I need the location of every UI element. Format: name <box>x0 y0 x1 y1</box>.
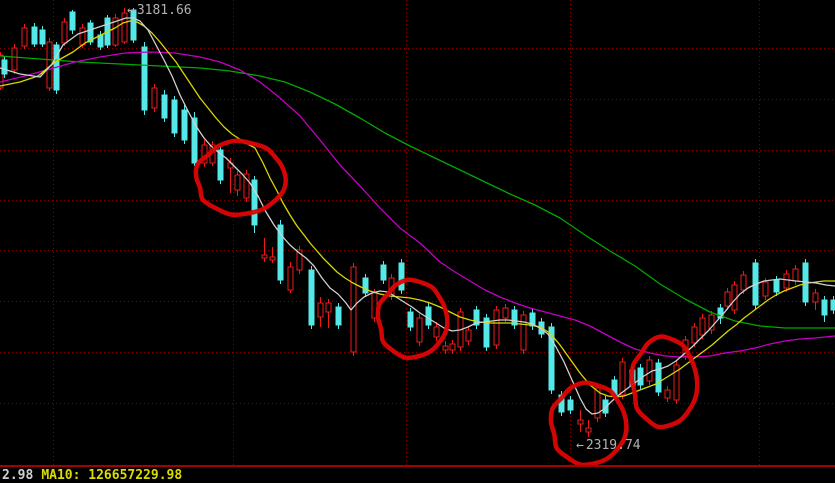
candle-up <box>243 170 250 202</box>
candle-up <box>61 18 68 46</box>
candle-down <box>141 42 148 115</box>
candle-up <box>812 289 819 310</box>
candle-up <box>21 24 28 49</box>
candlestick-chart[interactable] <box>0 0 835 466</box>
candle-up <box>449 340 456 354</box>
candle-down <box>308 266 315 329</box>
candle-down <box>473 306 480 329</box>
candle-up <box>493 306 500 349</box>
candle-down <box>39 26 46 47</box>
candle-down <box>511 306 518 329</box>
candle-down <box>191 112 198 166</box>
candle-down <box>398 259 405 294</box>
candle-down <box>335 303 342 329</box>
left-arrow-icon: ← <box>127 3 135 18</box>
candle-up <box>740 271 747 294</box>
candle-up <box>112 14 119 47</box>
candle-up <box>646 356 653 385</box>
candle-down <box>217 146 224 184</box>
candle-up <box>416 314 423 346</box>
annotation-circle <box>629 334 700 430</box>
candle-down <box>717 304 724 324</box>
candle-up <box>673 361 680 404</box>
annotation-circle <box>193 138 288 218</box>
chart-canvas[interactable] <box>0 0 835 466</box>
ma-mid-yellow-line <box>0 20 835 398</box>
candle-down <box>251 176 258 233</box>
annotation-circles-layer <box>193 138 700 466</box>
candle-up <box>287 262 294 293</box>
candle-up <box>699 314 706 339</box>
candle-up <box>502 304 509 322</box>
candle-up <box>442 341 449 354</box>
candle-up <box>585 420 592 437</box>
candle-up <box>325 299 332 328</box>
annotation-circle <box>548 380 629 466</box>
low-price-value: 2319.74 <box>585 438 641 453</box>
status-ma10-value: MA10: 126657229.98 <box>41 468 183 483</box>
candle-up <box>465 326 472 345</box>
candle-up <box>783 270 790 292</box>
candle-down <box>821 296 828 322</box>
candle-down <box>425 303 432 329</box>
high-price-label: ← 3181.66 <box>127 3 192 18</box>
candle-up <box>724 288 731 310</box>
candle-up <box>201 140 208 167</box>
candle-down <box>483 314 490 351</box>
candle-down <box>181 105 188 144</box>
candle-down <box>69 10 76 34</box>
candle-up <box>792 265 799 285</box>
candles-layer <box>0 8 835 437</box>
status-bar: 2.98 MA10: 126657229.98 <box>0 465 835 482</box>
candle-down <box>655 359 662 396</box>
candle-up <box>691 323 698 347</box>
candle-up <box>261 238 268 262</box>
candle-down <box>567 396 574 414</box>
candle-up <box>151 84 158 112</box>
high-price-value: 3181.66 <box>136 3 192 18</box>
candle-down <box>602 396 609 417</box>
ma-lines-layer <box>0 17 835 415</box>
candle-up <box>234 171 241 196</box>
grid-layer <box>0 0 835 466</box>
candle-down <box>407 308 414 331</box>
candle-up <box>269 247 276 263</box>
candle-down <box>380 261 387 284</box>
candle-up <box>762 278 769 300</box>
candle-down <box>830 296 835 314</box>
candle-down <box>31 23 38 47</box>
ma-slow-magenta-line <box>0 51 835 358</box>
candle-down <box>130 8 137 43</box>
ma-slowest-green-line <box>0 55 835 329</box>
candle-up <box>11 44 18 74</box>
candle-up <box>520 311 527 354</box>
candle-down <box>161 90 168 122</box>
candle-up <box>317 297 324 327</box>
candle-up <box>296 246 303 274</box>
candle-down <box>1 56 8 78</box>
status-bar-text: 2.98 MA10: 126657229.98 <box>2 469 182 482</box>
left-arrow-icon: ← <box>576 438 584 453</box>
candle-up <box>708 311 715 334</box>
candle-up <box>121 8 128 44</box>
candle-up <box>433 322 440 341</box>
candle-down <box>529 309 536 330</box>
candle-up <box>664 386 671 402</box>
annotation-circle <box>375 277 450 361</box>
status-left-value: 2.98 <box>2 468 34 483</box>
candle-down <box>362 274 369 297</box>
ma-fast-white-line <box>0 17 835 415</box>
candle-up <box>577 410 584 432</box>
candle-down <box>277 220 284 284</box>
candle-down <box>171 96 178 137</box>
low-price-label: ← 2319.74 <box>576 438 641 453</box>
